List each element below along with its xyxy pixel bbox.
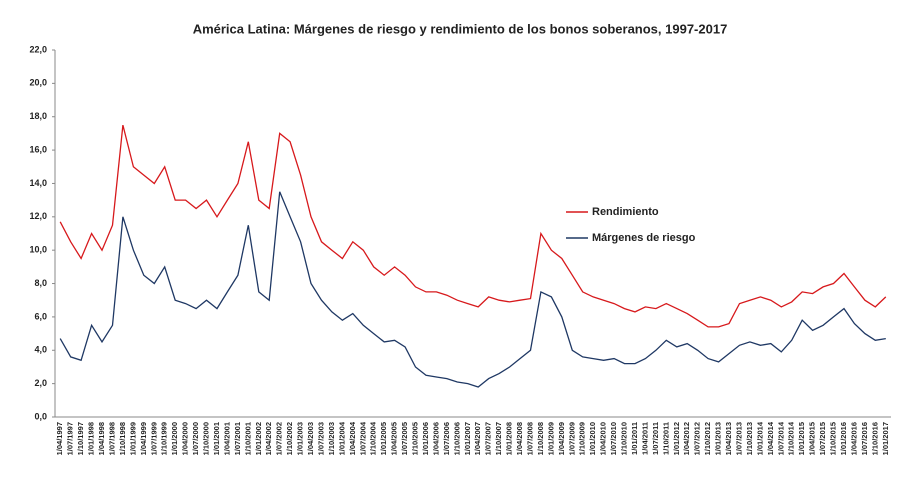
x-tick-label: 1/04/2008 xyxy=(515,422,524,455)
x-tick-label: 1/07/2006 xyxy=(442,422,451,455)
x-tick-label: 1/07/2004 xyxy=(358,421,367,455)
x-tick-label: 1/04/2010 xyxy=(599,422,608,455)
x-tick-label: 1/07/1999 xyxy=(149,422,158,455)
x-tick-label: 1/01/1998 xyxy=(87,422,96,455)
x-tick-label: 1/10/2015 xyxy=(829,422,838,455)
y-tick-label: 20,0 xyxy=(29,78,47,88)
y-tick-label: 18,0 xyxy=(29,111,47,121)
x-tick-label: 1/10/2016 xyxy=(870,422,879,455)
x-tick-label: 1/01/2009 xyxy=(546,422,555,455)
x-tick-label: 1/04/2006 xyxy=(431,422,440,455)
x-tick-label: 1/01/2017 xyxy=(881,422,890,455)
x-tick-label: 1/01/2005 xyxy=(379,422,388,455)
x-tick-label: 1/01/2013 xyxy=(714,422,723,455)
x-tick-label: 1/07/2015 xyxy=(818,422,827,455)
x-tick-label: 1/10/1998 xyxy=(118,422,127,455)
x-tick-label: 1/07/2001 xyxy=(233,422,242,455)
x-tick-label: 1/01/2014 xyxy=(755,421,764,455)
x-tick-label: 1/07/2003 xyxy=(316,422,325,455)
x-tick-label: 1/07/1998 xyxy=(107,422,116,455)
y-tick-label: 12,0 xyxy=(29,211,47,221)
y-tick-label: 16,0 xyxy=(29,144,47,154)
x-tick-label: 1/04/2002 xyxy=(264,422,273,455)
x-tick-label: 1/01/2015 xyxy=(797,422,806,455)
x-tick-label: 1/01/1999 xyxy=(128,422,137,455)
x-tick-label: 1/04/2009 xyxy=(557,422,566,455)
x-tick-label: 1/10/2001 xyxy=(243,422,252,455)
x-tick-label: 1/10/2011 xyxy=(661,422,670,455)
x-tick-label: 1/07/2010 xyxy=(609,422,618,455)
x-tick-label: 1/10/2012 xyxy=(703,422,712,455)
x-tick-label: 1/10/2000 xyxy=(202,422,211,455)
x-tick-label: 1/10/1997 xyxy=(76,422,85,455)
x-tick-label: 1/10/2003 xyxy=(327,422,336,455)
y-tick-label: 4,0 xyxy=(34,345,47,355)
x-tick-label: 1/01/2003 xyxy=(296,422,305,455)
x-tick-label: 1/07/1997 xyxy=(66,422,75,455)
x-tick-label: 1/04/2016 xyxy=(849,422,858,455)
y-tick-label: 22,0 xyxy=(29,44,47,54)
x-tick-label: 1/04/1998 xyxy=(97,422,106,455)
x-tick-label: 1/04/2015 xyxy=(808,422,817,455)
x-tick-label: 1/10/2002 xyxy=(285,422,294,455)
x-tick-label: 1/07/2000 xyxy=(191,422,200,455)
x-tick-label: 1/01/2007 xyxy=(463,422,472,455)
x-tick-label: 1/04/2011 xyxy=(640,422,649,455)
x-tick-label: 1/01/2004 xyxy=(337,421,346,455)
x-tick-label: 1/10/2014 xyxy=(787,421,796,455)
x-tick-label: 1/07/2002 xyxy=(275,422,284,455)
x-tick-label: 1/04/2003 xyxy=(306,422,315,455)
x-tick-label: 1/01/2012 xyxy=(672,422,681,455)
x-tick-label: 1/04/2001 xyxy=(222,422,231,455)
x-tick-label: 1/01/2006 xyxy=(421,422,430,455)
x-tick-label: 1/07/2012 xyxy=(693,422,702,455)
x-tick-label: 1/10/2013 xyxy=(745,422,754,455)
x-tick-label: 1/04/2005 xyxy=(390,422,399,455)
x-tick-label: 1/04/2007 xyxy=(473,422,482,455)
x-tick-label: 1/04/2013 xyxy=(724,422,733,455)
x-tick-label: 1/10/2005 xyxy=(411,422,420,455)
x-tick-label: 1/07/2016 xyxy=(860,422,869,455)
x-tick-label: 1/10/2010 xyxy=(620,422,629,455)
x-tick-label: 1/01/2002 xyxy=(254,422,263,455)
x-tick-label: 1/07/2008 xyxy=(525,422,534,455)
x-tick-label: 1/10/2004 xyxy=(369,421,378,455)
y-tick-label: 0,0 xyxy=(34,411,47,421)
x-tick-label: 1/01/2010 xyxy=(588,422,597,455)
x-tick-label: 1/01/2016 xyxy=(839,422,848,455)
x-tick-label: 1/04/2004 xyxy=(348,421,357,455)
x-tick-label: 1/04/2000 xyxy=(181,422,190,455)
x-tick-label: 1/10/2006 xyxy=(452,422,461,455)
x-tick-label: 1/01/2011 xyxy=(630,422,639,455)
legend-label: Rendimiento xyxy=(592,206,659,218)
x-tick-label: 1/01/2001 xyxy=(212,422,221,455)
y-tick-label: 6,0 xyxy=(34,311,47,321)
x-tick-label: 1/10/1999 xyxy=(160,422,169,455)
x-tick-label: 1/04/2014 xyxy=(766,421,775,455)
x-tick-label: 1/10/2007 xyxy=(494,422,503,455)
x-tick-label: 1/07/2014 xyxy=(776,421,785,455)
legend-label: Márgenes de riesgo xyxy=(592,232,696,244)
x-tick-label: 1/04/1997 xyxy=(55,422,64,455)
x-tick-label: 1/07/2007 xyxy=(484,422,493,455)
series-line xyxy=(59,124,887,328)
y-tick-label: 10,0 xyxy=(29,245,47,255)
y-tick-label: 2,0 xyxy=(34,378,47,388)
x-tick-label: 1/07/2009 xyxy=(567,422,576,455)
x-tick-label: 1/01/2000 xyxy=(170,422,179,455)
chart-title: América Latina: Márgenes de riesgo y ren… xyxy=(193,21,728,36)
x-tick-label: 1/07/2013 xyxy=(734,422,743,455)
x-tick-label: 1/07/2005 xyxy=(400,422,409,455)
x-tick-label: 1/04/1999 xyxy=(139,422,148,455)
x-tick-label: 1/10/2008 xyxy=(536,422,545,455)
y-tick-label: 14,0 xyxy=(29,178,47,188)
series-line xyxy=(59,191,886,388)
x-tick-label: 1/07/2011 xyxy=(651,422,660,455)
x-tick-label: 1/10/2009 xyxy=(578,422,587,455)
x-tick-label: 1/04/2012 xyxy=(682,422,691,455)
y-tick-label: 8,0 xyxy=(34,278,47,288)
x-tick-label: 1/01/2008 xyxy=(505,422,514,455)
